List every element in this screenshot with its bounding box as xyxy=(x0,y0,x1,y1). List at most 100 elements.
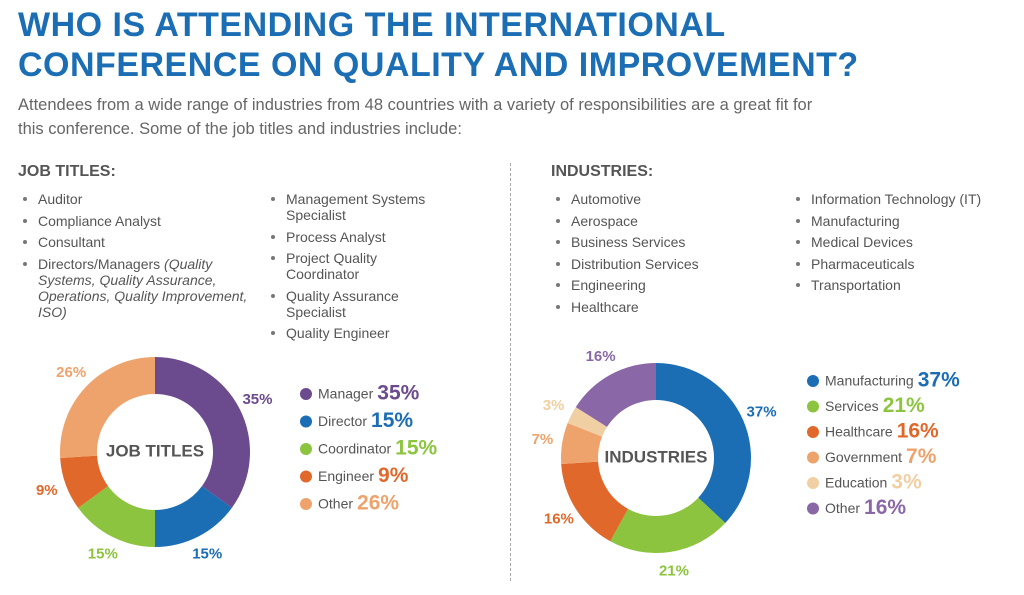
item-text: Information Technology (IT) xyxy=(811,191,982,207)
legend-value: 35% xyxy=(377,382,419,405)
item-text: Pharmaceuticals xyxy=(811,255,915,272)
legend-dot xyxy=(300,498,312,510)
legend-label: Director xyxy=(318,413,367,429)
item-text: Transportation xyxy=(811,277,901,293)
segment-label: 21% xyxy=(659,563,689,580)
legend-dot xyxy=(807,426,819,438)
intro: this conference. Some of the job titles … xyxy=(18,120,462,138)
item-text: Automotive xyxy=(571,191,642,207)
legend-value: 16% xyxy=(897,420,939,443)
legend-dot xyxy=(807,375,819,387)
list-item: Compliance Analyst xyxy=(23,212,253,229)
list-item: Aerospace xyxy=(556,212,771,229)
item-text: Consultant xyxy=(38,234,105,250)
item-text: Manufacturing xyxy=(811,212,900,229)
legend-label: Services xyxy=(825,398,879,414)
item-text: Process Analyst xyxy=(286,228,386,245)
list-item: Management Systems Specialist xyxy=(271,191,446,223)
list-item: Transportation xyxy=(796,277,1016,293)
list-item: Engineering xyxy=(556,277,771,293)
segment-label: 15% xyxy=(88,545,118,562)
legend-label: Government xyxy=(825,449,902,465)
list-item: Manufacturing xyxy=(796,212,1016,229)
donut-segment xyxy=(561,461,629,542)
donut-segment xyxy=(155,356,251,508)
legend-value: 9% xyxy=(378,464,409,487)
legend-value: 37% xyxy=(918,369,960,392)
legend-value: 15% xyxy=(395,437,437,460)
segment-label: 26% xyxy=(56,364,86,381)
title: WHO IS ATTENDING THE INTERNATIONAL xyxy=(18,6,726,44)
list-item: Auditor xyxy=(23,191,253,207)
legend-value: 21% xyxy=(883,394,925,417)
item-text: Aerospace xyxy=(571,212,638,229)
item-text: Compliance Analyst xyxy=(38,212,161,229)
legend-dot xyxy=(300,415,312,428)
item-note: (Quality Systems, Quality Assurance, Ope… xyxy=(38,255,248,320)
donut-segment xyxy=(567,407,608,437)
list-item: Quality Assurance Specialist xyxy=(271,288,446,320)
list-item: Directors/Managers (Quality Systems, Qua… xyxy=(23,255,253,320)
donut-segment xyxy=(575,363,656,427)
center-label: INDUSTRIES xyxy=(605,447,708,466)
legend-label: Other xyxy=(825,500,860,516)
legend-dot xyxy=(300,443,312,455)
intro: Attendees from a wide range of industrie… xyxy=(18,96,813,114)
legend-label: Engineer xyxy=(318,468,374,484)
list-item: Quality Engineer xyxy=(271,325,446,341)
legend-value: 16% xyxy=(864,496,906,519)
list-item: Business Services xyxy=(556,234,771,250)
item-text: Engineering xyxy=(571,277,646,293)
list-item: Process Analyst xyxy=(271,228,446,245)
legend-value: 3% xyxy=(891,471,922,494)
donut-segment xyxy=(610,497,726,553)
segment-label: 37% xyxy=(747,403,777,420)
item-text: Medical Devices xyxy=(811,234,913,250)
legend-label: Manufacturing xyxy=(825,373,914,389)
list-item: Consultant xyxy=(23,234,253,250)
legend-dot xyxy=(807,400,819,413)
list-item: Information Technology (IT) xyxy=(796,191,1016,207)
list-item: Medical Devices xyxy=(796,234,1016,250)
segment-label: 15% xyxy=(192,545,222,562)
legend-dot xyxy=(300,388,312,400)
list-item: Automotive xyxy=(556,191,771,207)
heading: INDUSTRIES: xyxy=(551,163,654,180)
donut-segment xyxy=(561,423,603,464)
item-text: Distribution Services xyxy=(571,255,699,272)
legend-value: 26% xyxy=(357,492,399,515)
donut-segment xyxy=(60,357,156,458)
segment-label: 16% xyxy=(586,348,616,365)
legend-dot xyxy=(300,470,312,483)
list-item: Project Quality Coordinator xyxy=(271,250,446,282)
list-item: Healthcare xyxy=(556,298,771,315)
heading: JOB TITLES: xyxy=(18,163,116,180)
divider xyxy=(510,163,511,581)
item-text: Healthcare xyxy=(571,298,639,315)
list-item: Distribution Services xyxy=(556,255,771,272)
legend-dot xyxy=(807,477,819,489)
segment-label: 3% xyxy=(543,397,565,414)
segment-label: 7% xyxy=(532,431,554,448)
donut-segment xyxy=(60,455,109,508)
item-text: Management Systems Specialist xyxy=(286,191,426,223)
list-item: Pharmaceuticals xyxy=(796,255,1016,272)
legend-label: Other xyxy=(318,496,353,512)
item-text: Directors/Managers xyxy=(38,255,161,272)
legend-dot xyxy=(807,502,819,515)
item-text: Quality Engineer xyxy=(286,325,390,341)
segment-label: 16% xyxy=(544,511,574,528)
donut-segment xyxy=(155,486,232,547)
title: CONFERENCE ON QUALITY AND IMPROVEMENT? xyxy=(18,46,859,84)
legend-label: Education xyxy=(825,475,887,491)
legend-label: Manager xyxy=(318,386,374,402)
donut-segment xyxy=(78,486,155,547)
donut-segment xyxy=(656,363,752,524)
item-text: Auditor xyxy=(38,191,83,207)
legend-value: 7% xyxy=(906,445,937,468)
segment-label: 9% xyxy=(36,482,58,499)
center-label: JOB TITLES xyxy=(106,441,204,460)
legend-label: Healthcare xyxy=(825,424,893,440)
